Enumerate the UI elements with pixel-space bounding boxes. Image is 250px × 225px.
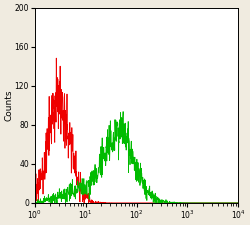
Y-axis label: Counts: Counts bbox=[4, 90, 13, 121]
